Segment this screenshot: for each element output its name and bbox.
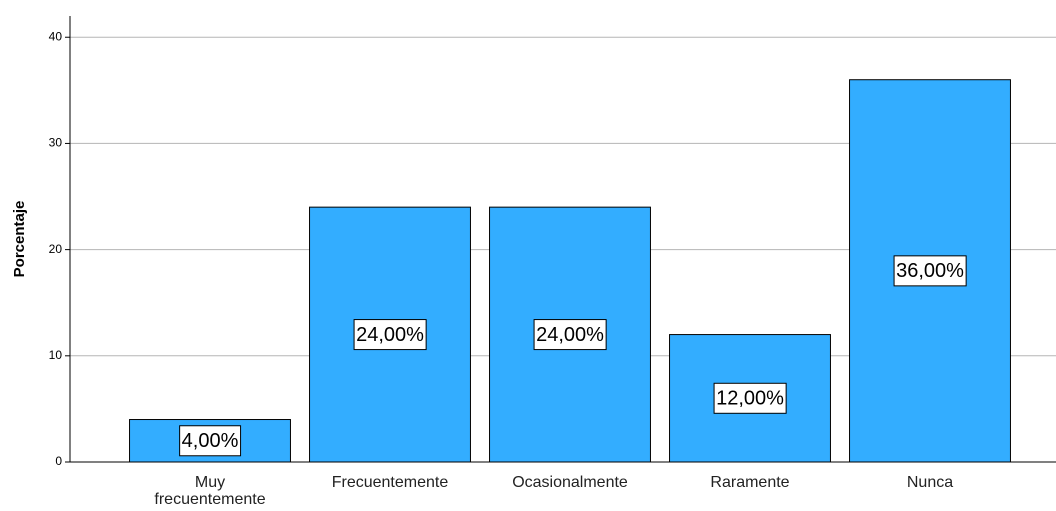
value-label-box — [893, 255, 967, 287]
x-tick-label: Raramente — [710, 474, 790, 491]
y-tick-label: 20 — [49, 242, 63, 256]
value-label: 4,00% — [182, 430, 239, 452]
value-label: 24,00% — [356, 324, 424, 346]
value-label: 36,00% — [896, 260, 964, 282]
y-axis-label: Porcentaje — [11, 201, 28, 278]
value-label-box — [713, 382, 787, 414]
x-tick-label: Ocasionalmente — [512, 474, 628, 491]
y-tick-label: 30 — [49, 136, 63, 150]
value-label: 24,00% — [536, 324, 604, 346]
x-tick-label: Nunca — [906, 474, 954, 491]
value-label-box — [179, 425, 242, 457]
value-label: 12,00% — [716, 388, 784, 410]
y-tick-label: 0 — [55, 454, 62, 468]
y-tick-label: 10 — [49, 348, 63, 362]
value-label-box — [533, 319, 607, 351]
value-label-box — [353, 319, 427, 351]
y-tick-label: 40 — [49, 29, 63, 43]
x-tick-label: Muy frecuentemente — [154, 474, 266, 508]
x-tick-label: Frecuentemente — [331, 474, 449, 491]
